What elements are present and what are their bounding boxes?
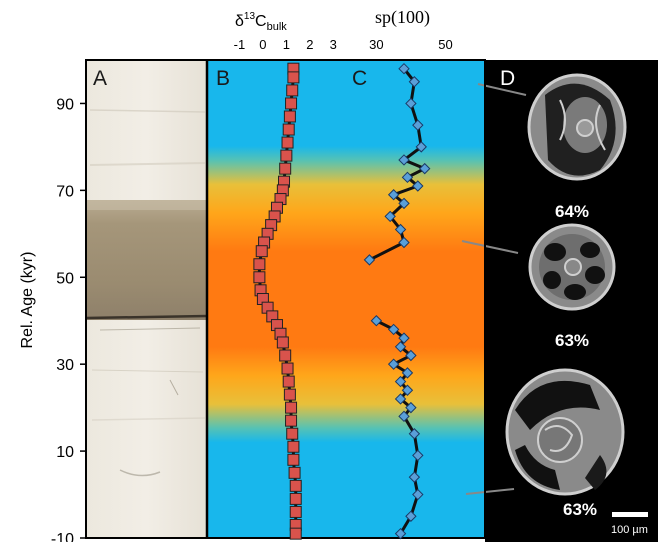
sp100-point xyxy=(384,210,396,223)
sp100-tick-label: 50 xyxy=(438,37,452,52)
sp100-point xyxy=(387,323,400,336)
sp100-point xyxy=(398,236,410,249)
percentage-3: 63% xyxy=(563,500,597,519)
sp100-top-axis: 30 50 xyxy=(369,37,453,52)
d13c-point xyxy=(283,110,296,123)
y-tick-label: -10 xyxy=(51,531,74,542)
d13c-tick-label: 1 xyxy=(283,37,290,52)
sp100-point xyxy=(387,358,400,370)
percentage-2: 63% xyxy=(555,331,589,350)
panel-a-label: A xyxy=(93,67,107,90)
d13c-point xyxy=(255,245,268,258)
y-axis-label: Rel. Age (kyr) xyxy=(19,252,36,349)
panel-c-label: C xyxy=(352,67,367,90)
sp100-axis-title: sp(100) xyxy=(375,7,430,28)
sp100-series xyxy=(363,62,431,540)
d13c-point xyxy=(281,362,294,375)
sp100-point xyxy=(412,119,424,131)
sp100-point xyxy=(412,488,424,501)
sp100-point xyxy=(394,341,407,353)
sp100-point xyxy=(408,428,421,440)
d13c-point xyxy=(279,349,292,362)
sp100-point xyxy=(405,97,417,110)
panels-bc-background xyxy=(207,60,485,538)
plot-frame xyxy=(85,59,486,539)
d13c-point xyxy=(287,440,300,453)
foram-specimen-3 xyxy=(505,368,625,496)
y-tick-label: 50 xyxy=(56,270,74,287)
foram-specimen-2 xyxy=(528,223,616,311)
sp100-point xyxy=(394,527,407,540)
d13c-point xyxy=(288,466,301,479)
sp100-point xyxy=(419,162,431,175)
y-axis: 90 70 50 30 10 -10 xyxy=(51,96,86,542)
sp100-point xyxy=(405,349,417,362)
y-tick-label: 10 xyxy=(56,444,74,461)
d13c-point xyxy=(286,84,299,97)
sp100-point xyxy=(398,410,410,423)
d13c-point xyxy=(289,492,302,505)
d13c-point xyxy=(280,149,293,162)
d13c-tick-label: 2 xyxy=(306,37,313,52)
sp100-point xyxy=(412,180,424,192)
sp100-point xyxy=(394,223,407,236)
d13c-tick-label: 0 xyxy=(259,37,266,52)
sp100-point xyxy=(401,367,414,379)
sp100-point xyxy=(415,141,427,153)
sp100-point xyxy=(398,62,410,75)
sp100-point xyxy=(398,332,410,344)
d13c-point xyxy=(253,258,266,271)
sp100-point xyxy=(405,510,417,522)
d13c-point xyxy=(276,336,289,349)
d13c-point xyxy=(286,427,299,440)
d13c-axis-title: δ13Cbulk xyxy=(235,11,287,33)
foram-specimen-1 xyxy=(527,73,627,181)
sp100-point xyxy=(363,254,376,266)
d13c-tick-label: -1 xyxy=(234,37,246,52)
y-tick-label: 30 xyxy=(56,357,74,374)
sp100-point xyxy=(394,393,407,405)
d13c-tick-label: 3 xyxy=(330,37,337,52)
y-tick-label: 90 xyxy=(56,96,74,113)
d13c-point xyxy=(282,123,295,136)
sp100-point xyxy=(405,401,417,414)
scale-bar-label: 100 µm xyxy=(611,524,648,536)
sp100-point xyxy=(394,375,407,388)
sp100-point xyxy=(408,471,421,483)
sp100-tick-label: 30 xyxy=(369,37,383,52)
y-tick-label: 70 xyxy=(56,183,74,200)
scale-bar xyxy=(612,512,648,517)
panel-d-label: D xyxy=(500,67,515,90)
panel-b-label: B xyxy=(216,67,230,90)
panel-d-ct-images: 64% 63% 63% 100 µm D xyxy=(485,60,658,542)
d13c-point xyxy=(289,479,302,492)
d13c-top-axis: -1 0 1 2 3 xyxy=(234,37,337,52)
sp100-point xyxy=(398,154,410,166)
d13c-point xyxy=(285,97,298,110)
sp100-point xyxy=(408,76,421,88)
d13c-point xyxy=(283,388,296,401)
d13c-point xyxy=(289,527,302,540)
d13c-point xyxy=(287,453,300,466)
panel-a-core-photo: A xyxy=(85,60,208,538)
sp100-point xyxy=(387,189,400,201)
d13c-series xyxy=(253,62,302,540)
d13c-point xyxy=(279,162,292,175)
d13c-point xyxy=(285,401,298,414)
d13c-point xyxy=(289,505,302,518)
d13c-point xyxy=(287,71,300,84)
d13c-point xyxy=(281,136,294,149)
sp100-point xyxy=(401,384,414,396)
percentage-1: 64% xyxy=(555,202,589,221)
sp100-point xyxy=(370,315,383,327)
d13c-point xyxy=(253,271,266,284)
d13c-point xyxy=(285,414,298,427)
sp100-point xyxy=(398,197,410,210)
d13c-point xyxy=(282,375,295,388)
sp100-point xyxy=(412,449,424,462)
sp100-point xyxy=(401,171,414,184)
